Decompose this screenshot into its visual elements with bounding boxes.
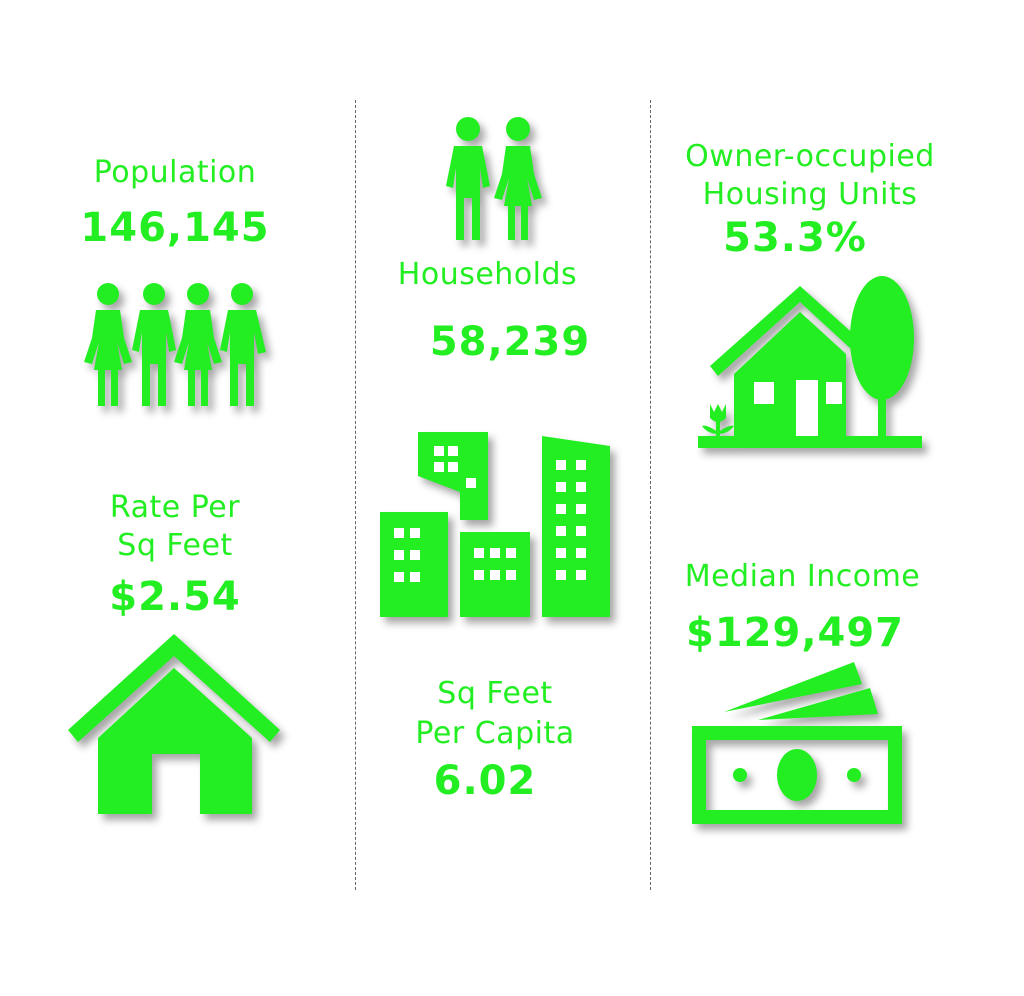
population-value: 146,145: [80, 205, 270, 251]
owner-label-line2: Housing Units: [702, 177, 918, 212]
population-label: Population: [93, 155, 257, 190]
couple-icon: [446, 117, 542, 240]
column-divider-right: [650, 100, 651, 890]
owner-value: 53.3%: [723, 215, 867, 261]
sqft-label-line2: Per Capita: [415, 716, 575, 751]
buildings-icon: [380, 432, 610, 617]
rate-label-line1: Rate Per: [109, 490, 241, 525]
owner-label-line1: Owner-occupied: [685, 139, 935, 174]
households-value: 58,239: [429, 319, 591, 365]
column-divider-left: [355, 100, 356, 890]
sqft-label-line1: Sq Feet: [437, 676, 553, 711]
sqft-value: 6.02: [433, 758, 537, 804]
cash-icon: [692, 662, 902, 824]
house-with-tree-icon: [698, 276, 922, 448]
income-value: $129,497: [685, 610, 905, 656]
people-group-icon: [84, 283, 266, 406]
households-label: Households: [397, 257, 578, 292]
house-icon: [68, 634, 280, 814]
rate-label-line2: Sq Feet: [117, 528, 233, 563]
income-label: Median Income: [684, 559, 921, 594]
rate-value: $2.54: [109, 574, 241, 620]
